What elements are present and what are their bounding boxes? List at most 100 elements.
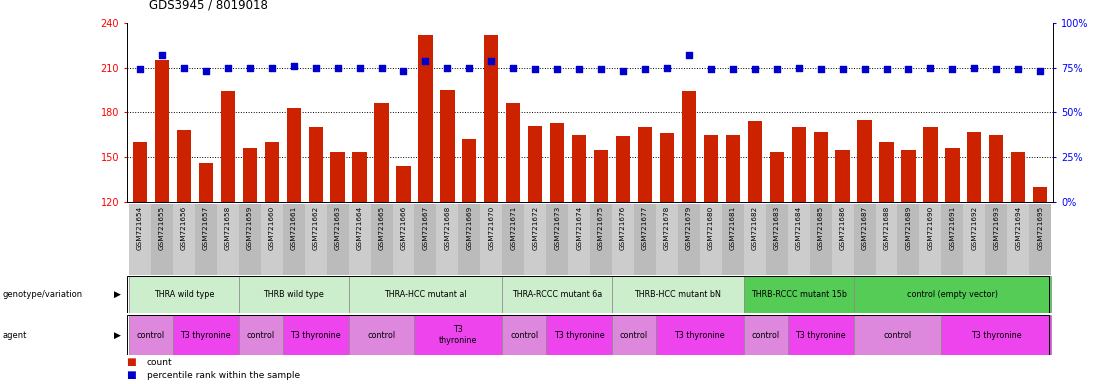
Bar (309, 127, 323, 202)
Point (812, 66, 829, 73)
Bar (1011, 152, 1026, 202)
Text: T3
thyronine: T3 thyronine (439, 325, 478, 345)
Bar (743, 315, 788, 355)
Bar (1034, 187, 1048, 202)
Point (790, 65, 807, 71)
Bar (459, 204, 480, 275)
Text: GSM721660: GSM721660 (269, 206, 275, 250)
Bar (129, 276, 239, 313)
Text: GSM721695: GSM721695 (1037, 206, 1043, 250)
Text: GSM721669: GSM721669 (467, 206, 472, 250)
Point (504, 65, 522, 71)
Bar (590, 204, 612, 275)
Point (900, 66, 918, 73)
Bar (1029, 204, 1051, 275)
Bar (941, 315, 1051, 355)
Text: GSM721686: GSM721686 (839, 206, 846, 250)
Text: GSM721668: GSM721668 (445, 206, 450, 250)
Bar (678, 204, 700, 275)
Text: control: control (620, 331, 649, 339)
Bar (612, 315, 656, 355)
Text: control: control (367, 331, 396, 339)
Text: T3 thyronine: T3 thyronine (290, 331, 341, 339)
Bar (173, 315, 239, 355)
Bar (963, 204, 985, 275)
Bar (396, 166, 410, 202)
Point (263, 65, 280, 71)
Bar (967, 132, 982, 202)
Bar (876, 204, 898, 275)
Text: GSM721685: GSM721685 (817, 206, 824, 250)
Text: GSM721681: GSM721681 (730, 206, 736, 250)
Text: GSM721667: GSM721667 (422, 206, 428, 250)
Text: GSM721655: GSM721655 (159, 206, 165, 250)
Bar (243, 148, 257, 202)
Text: GDS3945 / 8019018: GDS3945 / 8019018 (149, 0, 268, 12)
Bar (221, 91, 235, 202)
Bar (239, 204, 260, 275)
Point (175, 65, 193, 71)
Bar (506, 103, 521, 202)
Bar (418, 35, 432, 202)
Text: GSM721657: GSM721657 (203, 206, 208, 250)
Bar (901, 149, 915, 202)
Text: GSM721661: GSM721661 (291, 206, 297, 250)
Text: GSM721656: GSM721656 (181, 206, 186, 250)
Bar (835, 149, 849, 202)
Bar (176, 130, 191, 202)
Bar (857, 120, 871, 202)
Text: GSM721683: GSM721683 (773, 206, 780, 250)
Point (592, 66, 610, 73)
Bar (704, 135, 718, 202)
Text: count: count (147, 358, 172, 367)
Bar (502, 315, 546, 355)
Point (285, 63, 302, 69)
Bar (682, 91, 696, 202)
Bar (854, 276, 1051, 313)
Text: GSM721679: GSM721679 (686, 206, 692, 250)
Bar (217, 204, 239, 275)
Text: control: control (884, 331, 911, 339)
Bar (287, 108, 301, 202)
Text: THRA-HCC mutant al: THRA-HCC mutant al (384, 290, 467, 299)
Point (439, 65, 457, 71)
Bar (462, 139, 476, 202)
Text: GSM721692: GSM721692 (972, 206, 977, 250)
Bar (349, 204, 371, 275)
Bar (239, 276, 349, 313)
Text: control: control (137, 331, 165, 339)
Text: genotype/variation: genotype/variation (2, 290, 83, 299)
Text: GSM721666: GSM721666 (400, 206, 407, 250)
Bar (765, 204, 788, 275)
Bar (326, 204, 349, 275)
Point (153, 52, 171, 58)
Bar (437, 204, 459, 275)
Bar (748, 121, 762, 202)
Point (482, 58, 500, 64)
Bar (854, 315, 941, 355)
Text: GSM721677: GSM721677 (642, 206, 647, 250)
Text: GSM721672: GSM721672 (533, 206, 538, 250)
Text: GSM721663: GSM721663 (334, 206, 341, 250)
Text: T3 thyronine: T3 thyronine (971, 331, 1021, 339)
Bar (638, 127, 652, 202)
Text: control: control (247, 331, 275, 339)
Bar (304, 204, 326, 275)
Point (219, 65, 237, 71)
Point (922, 65, 940, 71)
Text: T3 thyronine: T3 thyronine (554, 331, 604, 339)
Bar (634, 204, 656, 275)
Bar (440, 90, 454, 202)
Point (395, 68, 413, 74)
Bar (923, 127, 938, 202)
Text: GSM721671: GSM721671 (511, 206, 516, 250)
Bar (700, 204, 721, 275)
Bar (788, 204, 810, 275)
Bar (502, 276, 612, 313)
Bar (415, 315, 502, 355)
Text: GSM721673: GSM721673 (554, 206, 560, 250)
Point (681, 52, 698, 58)
Point (373, 65, 390, 71)
Bar (920, 204, 941, 275)
Point (197, 68, 215, 74)
